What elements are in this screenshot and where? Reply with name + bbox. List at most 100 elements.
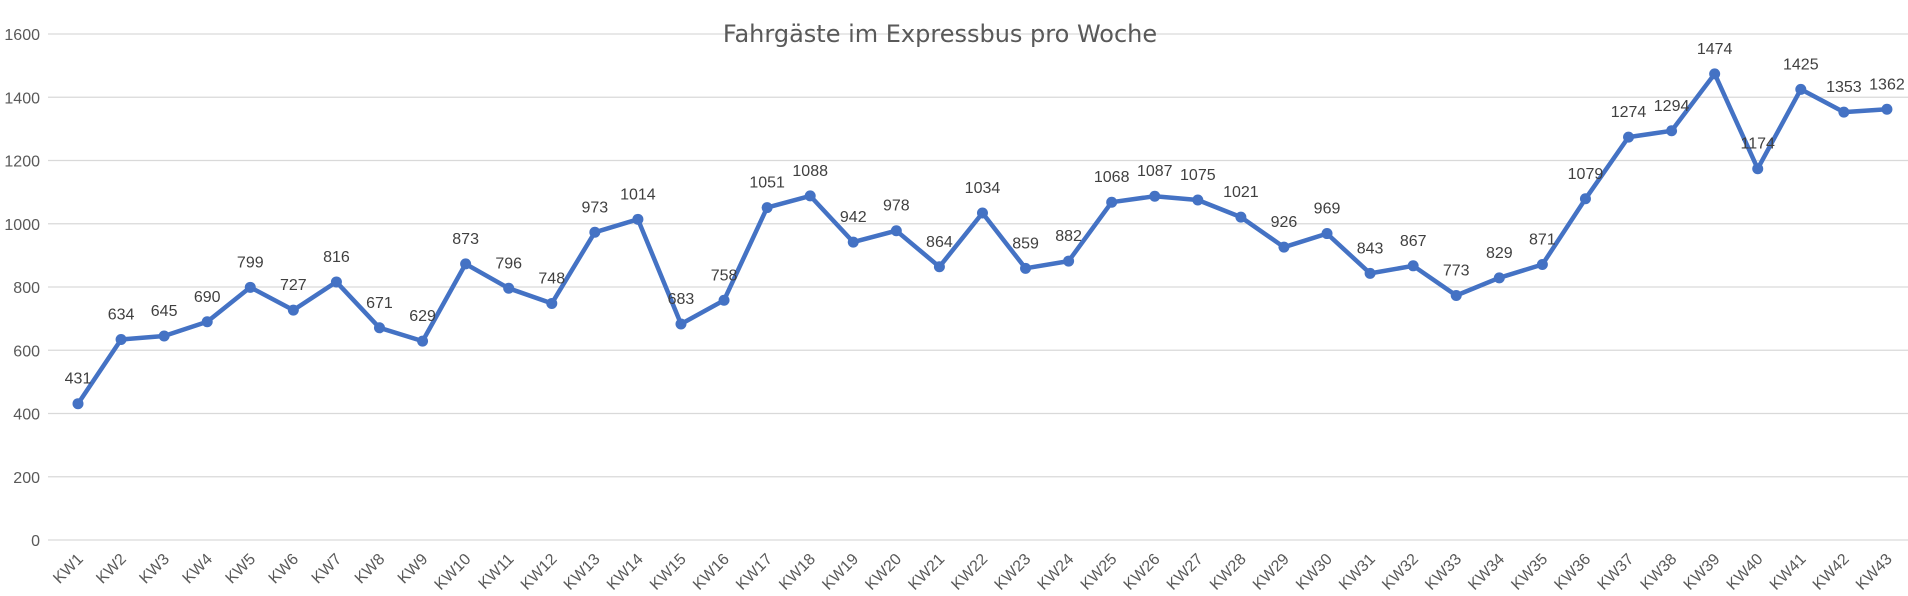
data-label: 690 (194, 289, 221, 306)
data-point (675, 318, 687, 330)
data-label: 1075 (1180, 167, 1216, 184)
data-point (1838, 106, 1850, 118)
data-label: 843 (1357, 240, 1384, 257)
data-point (1020, 262, 1032, 274)
data-point (1192, 194, 1204, 206)
data-label: 942 (840, 209, 867, 226)
data-point (373, 322, 385, 334)
data-point (1321, 228, 1333, 240)
data-label: 634 (108, 306, 135, 323)
data-label: 871 (1529, 232, 1556, 249)
data-label: 864 (926, 234, 953, 251)
data-label: 816 (323, 249, 350, 266)
data-point (158, 330, 170, 342)
data-point (1795, 83, 1807, 95)
data-label: 1087 (1137, 163, 1173, 180)
y-tick-label: 200 (13, 470, 40, 487)
data-label: 1274 (1611, 104, 1647, 121)
data-label: 969 (1314, 201, 1341, 218)
data-label: 867 (1400, 233, 1427, 250)
data-point (1407, 260, 1419, 272)
data-label: 1014 (620, 186, 656, 203)
data-point (1235, 211, 1247, 223)
data-label: 1021 (1223, 184, 1259, 201)
data-point (1623, 131, 1635, 143)
data-points (72, 68, 1893, 410)
data-point (1666, 125, 1678, 137)
data-point (1881, 103, 1893, 115)
data-label: 829 (1486, 245, 1513, 262)
data-label: 1425 (1783, 56, 1819, 73)
data-point (115, 333, 127, 345)
gridlines (48, 33, 1908, 541)
data-label: 629 (409, 308, 436, 325)
data-label: 758 (711, 267, 738, 284)
data-point (1278, 241, 1290, 253)
data-point (1450, 290, 1462, 302)
data-label: 973 (581, 199, 608, 216)
chart-title: Fahrgäste im Expressbus pro Woche (723, 20, 1157, 48)
y-axis-ticks: 0 200 400 600 800 1000 1200 1400 1600 (4, 27, 40, 550)
data-point (1709, 68, 1721, 80)
y-tick-label: 1000 (4, 217, 40, 234)
data-point (933, 261, 945, 273)
data-label: 882 (1055, 228, 1082, 245)
y-tick-label: 1600 (4, 27, 40, 44)
data-point (1063, 255, 1075, 267)
data-point (1536, 259, 1548, 271)
data-point (244, 281, 256, 293)
data-label: 926 (1271, 214, 1298, 231)
data-label: 796 (495, 255, 522, 272)
data-label: 1474 (1697, 41, 1733, 58)
data-point (761, 202, 773, 214)
data-label: 1353 (1826, 79, 1862, 96)
data-point (460, 258, 472, 270)
y-tick-label: 0 (31, 533, 40, 550)
data-point (287, 304, 299, 316)
data-label: 1088 (792, 163, 828, 180)
data-label: 671 (366, 295, 393, 312)
data-label: 727 (280, 277, 307, 294)
data-point (1579, 193, 1591, 205)
data-point (1493, 272, 1505, 284)
data-label: 645 (151, 303, 178, 320)
data-label: 859 (1012, 235, 1039, 252)
data-label: 1174 (1741, 136, 1776, 153)
data-label: 1051 (749, 175, 785, 192)
data-point (1364, 267, 1376, 279)
y-tick-label: 800 (13, 280, 40, 297)
data-point (890, 225, 902, 237)
data-label: 748 (538, 270, 565, 287)
data-point (1106, 196, 1118, 208)
y-tick-label: 1400 (4, 90, 40, 107)
data-point (201, 316, 213, 328)
data-point (1149, 190, 1161, 202)
data-point (417, 335, 429, 347)
data-point (330, 276, 342, 288)
data-point (976, 207, 988, 219)
data-label: 978 (883, 198, 910, 215)
data-label: 1079 (1568, 166, 1604, 183)
data-label: 799 (237, 254, 264, 271)
data-label: 431 (65, 371, 92, 388)
data-point (847, 236, 859, 248)
data-point (804, 190, 816, 202)
data-point (718, 294, 730, 306)
data-label: 1068 (1094, 169, 1130, 186)
data-point (1752, 163, 1764, 175)
data-label: 1362 (1869, 76, 1905, 93)
data-label: 1294 (1654, 98, 1690, 115)
data-label: 873 (452, 231, 479, 248)
y-tick-label: 400 (13, 407, 40, 424)
y-tick-label: 1200 (4, 154, 40, 171)
data-label: 683 (668, 291, 695, 308)
data-point (589, 226, 601, 238)
data-label: 773 (1443, 263, 1470, 280)
data-point (503, 282, 515, 294)
data-labels: 431 634 645 690 799 727 816 671 629 873 796 748 973 1… (65, 41, 1905, 388)
data-label: 1034 (965, 180, 1001, 197)
y-tick-label: 600 (13, 343, 40, 360)
data-point (546, 297, 558, 309)
